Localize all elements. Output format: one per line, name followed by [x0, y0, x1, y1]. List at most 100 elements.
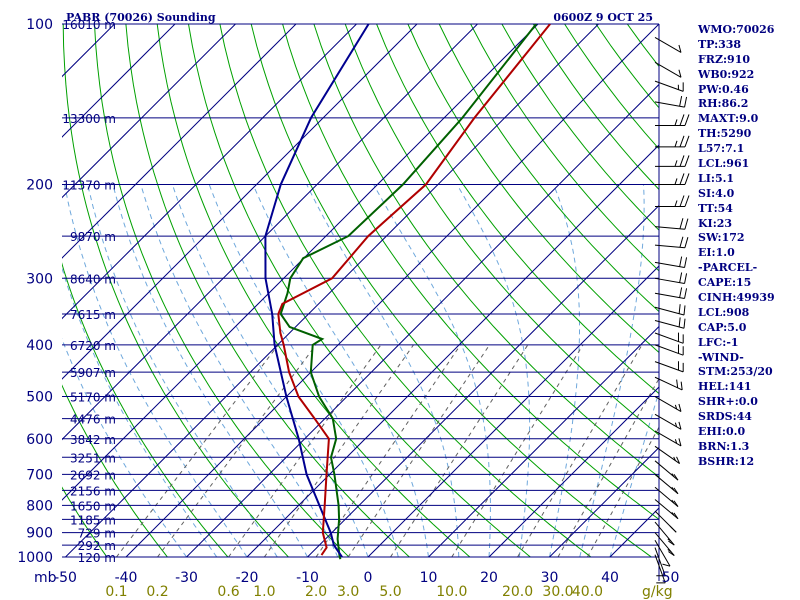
- wind-barb: [654, 218, 689, 230]
- wind-barb-staff: [654, 539, 671, 567]
- wind-barb-flag: [673, 473, 679, 481]
- wind-barb: [654, 547, 666, 577]
- wind-barb-half-flag: [671, 511, 675, 516]
- isotherm-line: [307, 204, 659, 558]
- height-label: 16010 m: [62, 18, 116, 32]
- mixing-ratio-unit-label: g/kg: [642, 584, 673, 600]
- height-label: 8640 m: [70, 272, 116, 286]
- wind-barb-half-flag: [671, 486, 675, 491]
- height-label: 1650 m: [70, 499, 116, 513]
- wind-barb: [654, 474, 679, 495]
- isotherm-line: [62, 24, 357, 320]
- wind-barb: [654, 510, 677, 533]
- wind-barb: [654, 256, 688, 269]
- sounding-profiles: [264, 24, 551, 560]
- mixing-ratio-line: [315, 344, 461, 558]
- wind-barb: [654, 287, 688, 299]
- wind-barb-half-flag: [674, 200, 678, 207]
- mixing-ratio-tick-label: 10.0: [436, 584, 467, 600]
- isotherm-line: [488, 386, 659, 558]
- wind-barb-flag: [679, 287, 683, 298]
- height-label: 4476 m: [70, 413, 116, 427]
- isotherm-line: [62, 24, 418, 380]
- mixing-ratio-tick-label: 40.0: [572, 584, 603, 600]
- wind-barb-flag: [679, 114, 685, 126]
- wind-barb-half-flag: [674, 160, 678, 167]
- wind-barb: [654, 332, 684, 344]
- height-labels: 16010 m 13300 m 11370 m 9870 m 8640 m 7615 m 6…: [62, 18, 116, 565]
- mixing-ratio-tick-label: 3.0: [337, 584, 359, 600]
- wind-barb: [654, 37, 682, 53]
- mixing-ratio-tick-label: 5.0: [379, 584, 401, 600]
- stat-row: CAP:5.0: [698, 320, 747, 334]
- wind-barb-flag: [678, 304, 681, 314]
- moist-adiabats: [62, 184, 659, 558]
- stat-row: CAPE:15: [698, 276, 752, 290]
- wind-barb: [654, 236, 689, 249]
- stat-row: LCL:908: [698, 305, 750, 319]
- height-label: 3251 m: [70, 451, 116, 465]
- wind-barb-flag: [679, 173, 685, 185]
- isotherm-line: [65, 24, 599, 558]
- wind-barb-flag: [679, 256, 683, 267]
- moist-adiabat: [87, 184, 278, 558]
- wind-barb-flag: [673, 487, 679, 495]
- wind-barb-staff: [654, 460, 679, 481]
- pressure-tick-label: 300: [26, 271, 53, 287]
- wind-barb-flag: [668, 551, 675, 557]
- isotherm-line: [62, 24, 176, 138]
- isotherm-line: [62, 24, 478, 441]
- mixing-ratio-tick-label: 30.0: [542, 584, 573, 600]
- pressure-tick-label: 900: [26, 526, 53, 542]
- mixing-ratio-line: [228, 344, 382, 558]
- wind-barb: [654, 304, 686, 316]
- stat-row: RH:86.2: [698, 97, 749, 111]
- wind-barb-flag: [678, 44, 682, 53]
- wind-barb-half-flag: [673, 456, 676, 461]
- pressure-tick-label: 500: [26, 390, 53, 406]
- wind-barb-half-flag: [674, 178, 678, 185]
- temperature-tick-label: 30: [541, 570, 559, 586]
- temperature-tick-label: 50: [662, 570, 680, 586]
- wind-barb-flag: [679, 155, 685, 167]
- stat-row: WMO:70026: [698, 23, 775, 36]
- wind-barb-staff: [654, 261, 685, 269]
- stat-row: LI:5.1: [698, 171, 735, 185]
- temperature-tick-label: 40: [601, 570, 619, 586]
- mixing-ratio-lines: [116, 344, 659, 558]
- wind-barb: [655, 135, 690, 148]
- mixing-ratio-line: [390, 344, 529, 558]
- moist-adiabat: [64, 184, 248, 558]
- height-label: 2692 m: [70, 468, 116, 482]
- wind-barb-half-flag: [667, 538, 672, 542]
- moist-adiabat: [252, 184, 429, 558]
- temperature-tick-label: 0: [364, 570, 373, 586]
- temperature-tick-label: -50: [54, 570, 77, 586]
- mixing-ratio-tick-label: 0.6: [217, 584, 239, 600]
- stat-row: TH:5290: [698, 127, 752, 141]
- wind-barb-flag: [683, 318, 686, 329]
- isotherm-line: [246, 144, 659, 558]
- wind-barb-flag: [662, 563, 671, 567]
- pressure-tick-label: 200: [26, 177, 53, 193]
- height-label: 3842 m: [70, 433, 116, 447]
- wind-barb-half-flag: [674, 140, 678, 147]
- stat-row: TP:338: [698, 37, 742, 51]
- isotherm-line: [62, 24, 297, 259]
- mixing-ratio-line: [451, 344, 584, 558]
- stat-row: TT:54: [698, 201, 733, 215]
- wind-barb-flag: [678, 438, 682, 447]
- wind-barb-flag: [684, 237, 689, 248]
- pressure-tick-label: 1000: [17, 550, 53, 566]
- wind-barb-flag: [684, 195, 690, 207]
- wind-barb-flag: [684, 114, 690, 126]
- wind-barb-flag: [678, 403, 682, 412]
- wind-barb-flag: [679, 135, 685, 148]
- temperature-tick-labels: -50 -40 -30 -20 -10 0 10 20 30 40 50: [54, 570, 679, 586]
- height-label: 11370 m: [62, 178, 116, 192]
- dry-adiabat: [156, 24, 471, 558]
- wind-barb-half-flag: [674, 439, 678, 444]
- temperature-tick-label: -20: [236, 570, 259, 586]
